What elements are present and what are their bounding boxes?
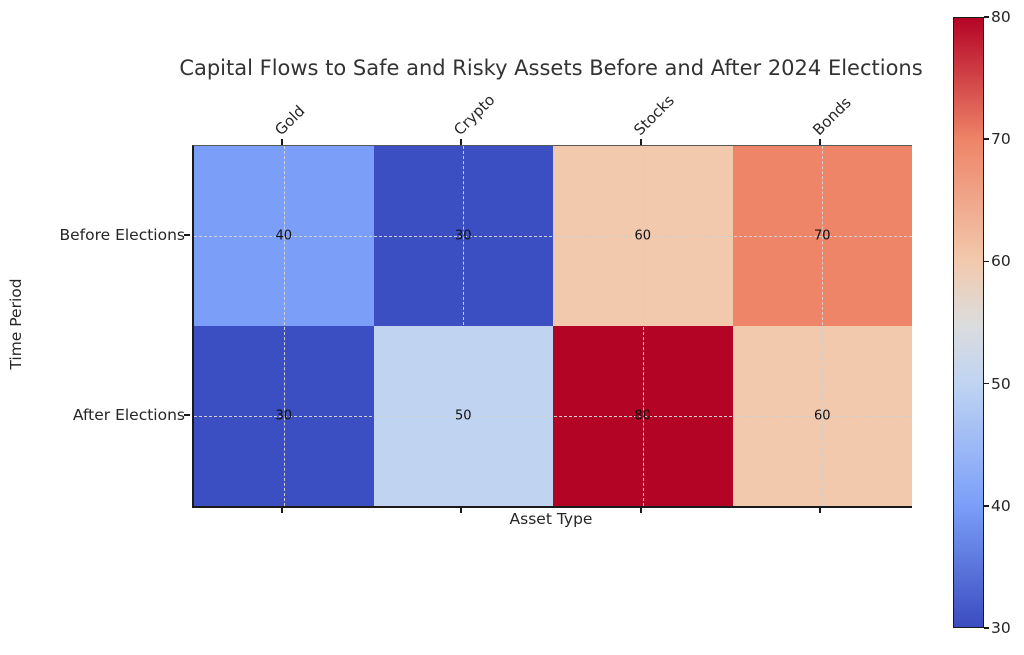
colorbar-tick-label: 50 — [991, 374, 1011, 393]
gridline-horizontal — [194, 236, 912, 237]
colorbar-tick-label: 60 — [991, 252, 1011, 271]
cell-value: 70 — [813, 228, 831, 244]
x-tick-top — [460, 139, 463, 145]
y-tick-left — [184, 414, 190, 416]
x-tick-bottom — [280, 507, 283, 513]
colorbar-tick — [984, 382, 989, 385]
x-tick-top — [639, 139, 642, 145]
colorbar — [953, 17, 984, 628]
row-label: Before Elections — [59, 226, 185, 244]
cell-value: 60 — [813, 408, 831, 424]
x-tick-bottom — [460, 507, 463, 513]
x-tick-top — [280, 139, 283, 145]
colorbar-tick — [984, 138, 989, 140]
colorbar-tick — [984, 260, 989, 263]
gridline-vertical — [822, 146, 824, 506]
gridline-vertical — [283, 146, 285, 506]
cell-value: 40 — [275, 228, 293, 244]
column-label: Gold — [271, 101, 309, 139]
colorbar-tick — [984, 16, 989, 18]
colorbar-tick — [984, 505, 989, 507]
column-label: Stocks — [630, 91, 678, 139]
column-label: Crypto — [450, 90, 499, 139]
cell-value: 80 — [634, 408, 652, 424]
colorbar-tick-label: 40 — [991, 496, 1011, 515]
chart-title-text: Capital Flows to Safe and Risky Assets B… — [179, 56, 923, 80]
x-axis-label: Asset Type — [509, 510, 593, 528]
x-tick-bottom — [819, 507, 822, 513]
gridline-horizontal — [194, 416, 912, 417]
cell-value: 30 — [454, 228, 472, 244]
cell-value: 60 — [634, 228, 652, 244]
colorbar-tick — [984, 627, 989, 629]
y-axis-label: Time Period — [7, 278, 25, 370]
colorbar-tick-label: 70 — [991, 130, 1011, 149]
gridline-vertical — [463, 146, 465, 506]
y-tick-left — [184, 234, 190, 236]
heatmap-plot-area: 40 30 60 70 30 50 80 60 — [192, 145, 912, 508]
x-tick-bottom — [639, 507, 642, 513]
row-label: After Elections — [72, 406, 185, 424]
cell-value: 30 — [275, 408, 293, 424]
colorbar-tick-label: 80 — [991, 8, 1011, 26]
colorbar-tick-label: 30 — [991, 619, 1011, 637]
gridline-vertical — [642, 146, 644, 506]
column-label: Bonds — [809, 93, 855, 139]
cell-value: 50 — [454, 408, 472, 424]
x-tick-top — [819, 139, 822, 145]
